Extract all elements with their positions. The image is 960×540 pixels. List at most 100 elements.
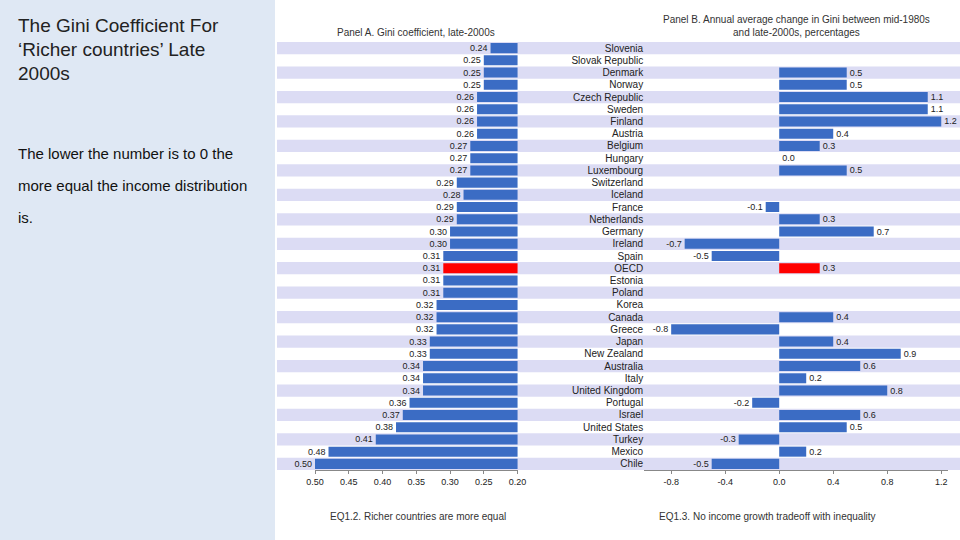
svg-text:Slovak Republic: Slovak Republic	[571, 55, 643, 66]
svg-text:Canada: Canada	[608, 312, 643, 323]
svg-text:0.34: 0.34	[402, 361, 420, 371]
svg-text:0.8: 0.8	[890, 386, 903, 396]
svg-text:0.40: 0.40	[374, 477, 392, 487]
svg-text:0.4: 0.4	[836, 312, 849, 322]
svg-text:0.27: 0.27	[450, 153, 468, 163]
svg-text:United Kingdom: United Kingdom	[572, 385, 643, 396]
svg-text:New Zealand: New Zealand	[584, 348, 643, 359]
svg-text:0.28: 0.28	[443, 190, 461, 200]
svg-text:Hungary: Hungary	[605, 153, 643, 164]
svg-text:0.32: 0.32	[416, 324, 434, 334]
svg-text:Spain: Spain	[618, 251, 644, 262]
svg-text:0.45: 0.45	[340, 477, 358, 487]
svg-text:Portugal: Portugal	[606, 397, 643, 408]
svg-text:1.2: 1.2	[944, 116, 957, 126]
svg-text:Slovenia: Slovenia	[605, 43, 644, 54]
svg-text:0.5: 0.5	[850, 68, 863, 78]
svg-text:0.2: 0.2	[809, 447, 822, 457]
svg-text:-0.5: -0.5	[693, 251, 709, 261]
svg-text:0.30: 0.30	[430, 227, 448, 237]
svg-text:0.27: 0.27	[450, 165, 468, 175]
svg-text:Iceland: Iceland	[611, 189, 643, 200]
svg-text:1.2: 1.2	[935, 477, 948, 487]
svg-text:0.33: 0.33	[409, 337, 427, 347]
svg-text:0.41: 0.41	[355, 434, 373, 444]
svg-text:0.3: 0.3	[823, 141, 836, 151]
svg-text:0.5: 0.5	[850, 80, 863, 90]
svg-text:Mexico: Mexico	[611, 446, 643, 457]
svg-text:Chile: Chile	[620, 458, 643, 469]
svg-text:0.26: 0.26	[457, 92, 475, 102]
svg-text:0.30: 0.30	[441, 477, 459, 487]
svg-text:Belgium: Belgium	[607, 140, 643, 151]
svg-text:0.48: 0.48	[308, 447, 326, 457]
svg-text:Netherlands: Netherlands	[589, 214, 643, 225]
svg-text:0.50: 0.50	[306, 477, 324, 487]
svg-text:Korea: Korea	[616, 299, 643, 310]
svg-text:OECD: OECD	[614, 263, 643, 274]
svg-text:0.29: 0.29	[436, 202, 454, 212]
svg-text:0.33: 0.33	[409, 349, 427, 359]
svg-text:0.26: 0.26	[457, 116, 475, 126]
svg-text:EQ1.2. Richer countries are mo: EQ1.2. Richer countries are more equal	[330, 511, 506, 522]
svg-text:0.4: 0.4	[836, 337, 849, 347]
svg-text:United States: United States	[583, 422, 643, 433]
svg-text:0.5: 0.5	[850, 165, 863, 175]
svg-text:Czech Republic: Czech Republic	[573, 92, 643, 103]
svg-text:0.0: 0.0	[782, 153, 795, 163]
svg-text:Sweden: Sweden	[607, 104, 643, 115]
svg-text:0.2: 0.2	[809, 373, 822, 383]
svg-text:Japan: Japan	[616, 336, 643, 347]
svg-text:Germany: Germany	[602, 226, 643, 237]
svg-text:0.5: 0.5	[850, 422, 863, 432]
svg-text:0.8: 0.8	[881, 477, 894, 487]
svg-text:Finland: Finland	[610, 116, 643, 127]
svg-text:0.32: 0.32	[416, 300, 434, 310]
svg-text:0.0: 0.0	[773, 477, 786, 487]
svg-text:0.32: 0.32	[416, 312, 434, 322]
svg-text:0.6: 0.6	[863, 361, 876, 371]
svg-text:Luxembourg: Luxembourg	[588, 165, 644, 176]
svg-text:0.25: 0.25	[463, 68, 481, 78]
svg-text:0.35: 0.35	[408, 477, 426, 487]
svg-text:0.27: 0.27	[450, 141, 468, 151]
svg-text:0.25: 0.25	[475, 477, 493, 487]
svg-text:Israel: Israel	[619, 409, 643, 420]
svg-text:-0.2: -0.2	[734, 398, 750, 408]
svg-text:1.1: 1.1	[931, 104, 944, 114]
svg-text:0.3: 0.3	[823, 263, 836, 273]
svg-text:0.30: 0.30	[430, 239, 448, 249]
svg-text:0.31: 0.31	[423, 251, 441, 261]
svg-text:0.31: 0.31	[423, 288, 441, 298]
svg-text:Poland: Poland	[612, 287, 643, 298]
svg-text:0.38: 0.38	[375, 422, 393, 432]
svg-text:0.6: 0.6	[863, 410, 876, 420]
svg-text:Ireland: Ireland	[613, 238, 644, 249]
svg-text:0.34: 0.34	[402, 386, 420, 396]
svg-text:Norway: Norway	[609, 79, 643, 90]
svg-text:-0.1: -0.1	[747, 202, 763, 212]
svg-text:0.25: 0.25	[463, 55, 481, 65]
svg-text:Panel A. Gini coefficient, lat: Panel A. Gini coefficient, late-2000s	[337, 27, 495, 38]
svg-text:1.1: 1.1	[931, 92, 944, 102]
svg-text:0.31: 0.31	[423, 263, 441, 273]
svg-text:0.25: 0.25	[463, 80, 481, 90]
svg-text:0.3: 0.3	[823, 214, 836, 224]
svg-text:0.31: 0.31	[423, 275, 441, 285]
svg-text:Estonia: Estonia	[610, 275, 644, 286]
svg-text:-0.8: -0.8	[653, 324, 669, 334]
svg-text:0.50: 0.50	[294, 459, 312, 469]
svg-text:France: France	[612, 202, 644, 213]
svg-text:0.29: 0.29	[436, 214, 454, 224]
svg-text:0.4: 0.4	[827, 477, 840, 487]
svg-text:Austria: Austria	[612, 128, 644, 139]
svg-text:0.37: 0.37	[382, 410, 400, 420]
svg-text:Greece: Greece	[610, 324, 643, 335]
svg-text:-0.3: -0.3	[720, 434, 736, 444]
svg-text:0.36: 0.36	[389, 398, 407, 408]
svg-text:-0.8: -0.8	[663, 477, 679, 487]
svg-text:0.34: 0.34	[402, 373, 420, 383]
svg-text:Turkey: Turkey	[613, 434, 643, 445]
svg-text:EQ1.3. No income growth tradeo: EQ1.3. No income growth tradeoff with in…	[659, 511, 876, 522]
svg-text:0.24: 0.24	[470, 43, 488, 53]
